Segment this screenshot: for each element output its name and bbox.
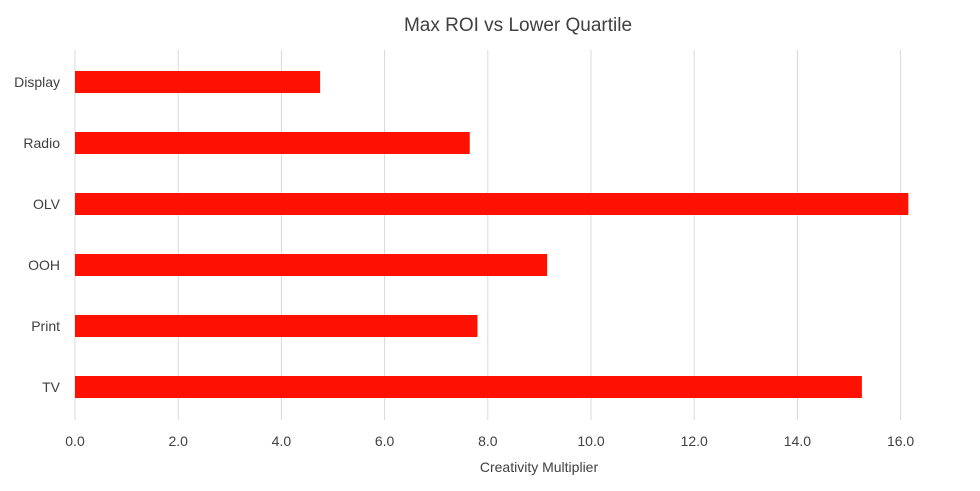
x-tick-label-7: 14.0: [784, 433, 811, 449]
x-tick-labels: 0.0 2.0 4.0 6.0 8.0 10.0 12.0 14.0 16.0: [65, 433, 914, 449]
x-axis-title: Creativity Multiplier: [480, 459, 599, 475]
bar-tv: [75, 376, 862, 398]
category-label-display: Display: [14, 74, 60, 90]
x-tick-label-1: 2.0: [168, 433, 188, 449]
category-label-ooh: OOH: [28, 257, 60, 273]
x-tick-label-3: 6.0: [375, 433, 395, 449]
bar-olv: [75, 193, 909, 215]
x-tick-label-4: 8.0: [478, 433, 498, 449]
x-tick-label-6: 12.0: [681, 433, 708, 449]
bar-radio: [75, 132, 470, 154]
gridlines: [74, 50, 902, 420]
x-tick-label-5: 10.0: [577, 433, 604, 449]
category-label-radio: Radio: [23, 135, 60, 151]
x-tick-label-0: 0.0: [65, 433, 85, 449]
chart-title: Max ROI vs Lower Quartile: [404, 15, 632, 36]
bar-display: [75, 71, 321, 93]
x-tick-label-8: 16.0: [887, 433, 914, 449]
bar-ooh: [75, 254, 548, 276]
category-label-olv: OLV: [33, 196, 61, 212]
bar-print: [75, 315, 478, 337]
category-labels: Display Radio OLV OOH Print TV: [14, 74, 61, 395]
x-tick-label-2: 4.0: [272, 433, 292, 449]
category-label-print: Print: [31, 318, 60, 334]
category-label-tv: TV: [42, 379, 61, 395]
bars: [75, 71, 909, 398]
